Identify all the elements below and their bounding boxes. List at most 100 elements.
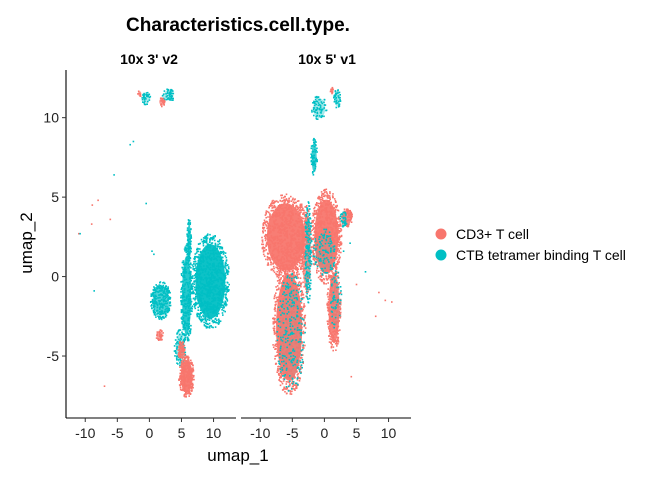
cell-point [214,309,216,312]
cell-point [322,193,325,195]
cell-point [209,281,212,284]
cell-point [322,278,325,280]
cell-point [281,241,283,243]
cell-point [162,315,164,318]
cell-point [293,267,296,270]
cell-point [328,239,330,241]
cell-point [275,200,278,202]
cell-point [200,287,203,289]
cell-point [177,341,179,343]
cell-point [264,214,267,216]
cell-point [284,273,286,276]
cell-point [145,94,148,96]
cell-point [335,266,338,269]
cell-point [201,269,203,271]
cell-point [103,385,106,387]
cell-point [283,199,286,202]
cell-point [327,306,329,308]
cell-point [282,378,285,380]
cell-point [300,371,302,373]
cell-point [165,312,167,315]
cell-point [207,295,210,298]
cell-point [187,238,189,241]
cell-point [158,302,161,304]
cell-point [198,313,200,316]
cell-point [227,289,230,291]
cell-point [288,381,291,384]
cell-point [266,227,268,230]
cell-point [204,285,206,287]
cell-point [182,372,185,374]
cell-point [285,352,287,354]
cell-point [336,306,338,308]
cell-point [180,311,183,313]
cell-point [277,215,279,217]
cell-point [214,242,217,245]
cell-point [287,251,289,254]
cell-point [298,332,300,335]
cell-point [330,226,333,229]
cell-point [281,374,283,377]
cell-point [216,245,219,247]
cell-point [171,97,174,100]
cell-point [274,206,277,208]
cell-point [203,268,206,270]
cell-point [266,221,269,223]
cell-point [296,351,299,354]
cell-point [301,260,303,262]
cell-point [189,252,191,254]
cell-point [163,104,165,106]
cell-point [296,234,299,236]
cell-point [188,259,191,261]
cell-point [183,374,185,377]
cell-point [336,260,339,263]
cell-point [275,247,277,250]
cell-point [319,229,321,232]
cell-point [313,263,316,266]
cell-point [212,312,214,314]
cell-point [269,215,271,217]
cell-point [194,269,197,272]
cell-point [190,324,192,327]
cell-point [277,302,280,304]
cell-point [294,225,297,228]
cell-point [298,273,300,275]
cell-point [219,239,221,241]
cell-point [335,320,338,323]
cell-point [212,252,215,255]
cell-point [316,271,318,274]
cell-point [321,193,323,195]
cell-point [300,342,302,345]
cell-point [205,319,207,322]
cell-point [333,222,336,224]
cell-point [168,307,170,310]
cell-point [294,260,296,263]
cell-point [154,288,157,291]
cell-point [160,306,163,308]
cell-point [217,243,219,246]
cell-point [165,289,168,291]
cell-point [205,258,208,261]
cell-point [272,262,275,264]
cell-point [329,207,332,210]
cell-point [187,293,190,296]
cell-point [336,248,339,251]
cell-point [196,312,199,315]
cell-point [162,102,165,105]
cell-point [335,290,338,292]
cell-point [168,291,170,294]
cell-point [282,341,285,344]
cell-point [286,246,289,249]
cell-point [289,321,292,324]
cell-point [335,209,337,211]
cell-point [324,209,327,212]
cell-point [187,283,189,286]
cell-point [320,279,323,281]
cell-point [275,332,278,334]
cell-point [200,282,202,285]
cell-point [332,335,334,337]
cell-point [213,297,215,299]
cell-point [97,199,99,202]
cell-point [223,279,225,282]
cell-point [274,317,276,320]
